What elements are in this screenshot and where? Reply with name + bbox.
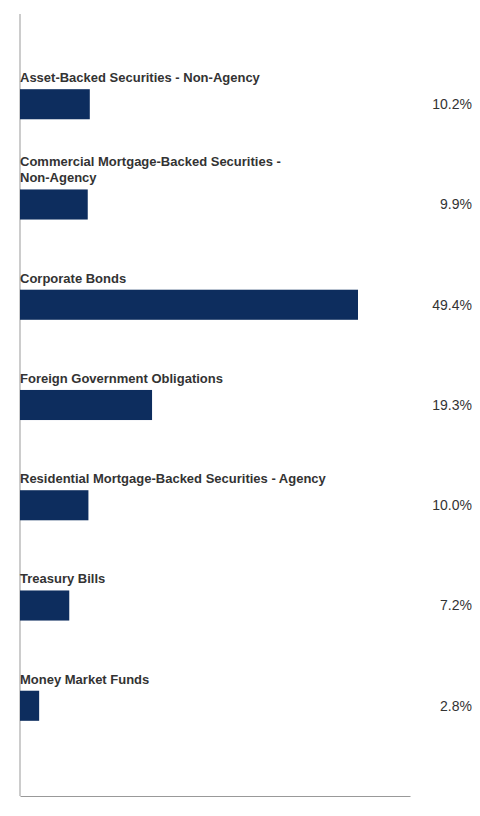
- value-label: 10.0%: [432, 497, 472, 513]
- bars: [20, 89, 358, 721]
- value-label: 9.9%: [440, 196, 472, 212]
- bar: [20, 89, 90, 119]
- category-label: Residential Mortgage-Backed Securities -…: [20, 471, 327, 486]
- bar: [20, 490, 88, 520]
- category-label: Commercial Mortgage-Backed Securities -N…: [20, 154, 281, 185]
- value-label: 19.3%: [432, 397, 472, 413]
- value-label: 49.4%: [432, 297, 472, 313]
- x-axis-line: [21, 796, 411, 797]
- value-label: 7.2%: [440, 597, 472, 613]
- category-labels: Asset-Backed Securities - Non-Agency Comm…: [20, 70, 327, 687]
- value-label: 10.2%: [432, 96, 472, 112]
- category-label: Foreign Government Obligations: [20, 371, 223, 386]
- value-labels: 10.2% 9.9% 49.4% 19.3% 10.0% 7.2% 2.8%: [432, 96, 472, 714]
- bar: [20, 290, 358, 320]
- chart: Asset-Backed Securities - Non-Agency Comm…: [0, 0, 480, 816]
- bar: [20, 590, 69, 620]
- category-label: Asset-Backed Securities - Non-Agency: [20, 70, 261, 85]
- value-label: 2.8%: [440, 698, 472, 714]
- category-label: Money Market Funds: [20, 672, 149, 687]
- category-label: Treasury Bills: [20, 571, 105, 586]
- bar: [20, 691, 39, 721]
- x-axis: [21, 796, 411, 797]
- bar: [20, 390, 152, 420]
- category-label: Corporate Bonds: [20, 271, 126, 286]
- plot: Asset-Backed Securities - Non-Agency Comm…: [20, 14, 472, 797]
- bar: [20, 189, 88, 219]
